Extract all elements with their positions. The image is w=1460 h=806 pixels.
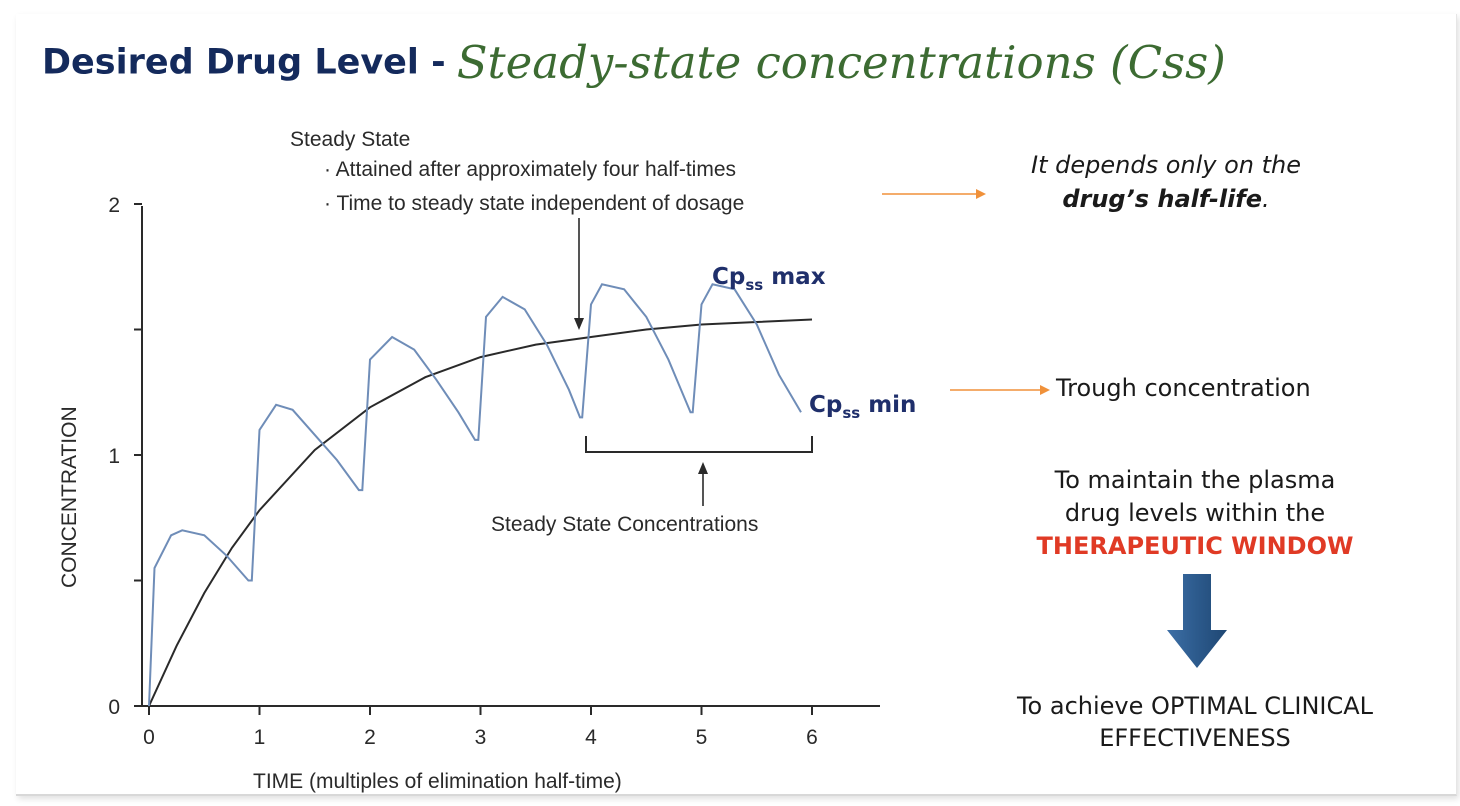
slide-title: Desired Drug Level - Steady-state concen… — [42, 36, 1226, 89]
x-tick-label: 4 — [585, 726, 597, 749]
y-tick-label: 0 — [108, 696, 120, 719]
half-life-line-2: drug’s half-life. — [976, 182, 1356, 216]
half-life-arrow — [882, 189, 986, 199]
half-life-period: . — [1262, 185, 1270, 213]
x-tick-label: 5 — [696, 726, 708, 749]
y-axis-label: CONCENTRATION — [58, 406, 81, 588]
cpss-min-label: Cpss min — [809, 392, 916, 422]
x-tick-label: 1 — [254, 726, 266, 749]
maintain-line-2: drug levels within the — [1064, 499, 1326, 527]
title-script: Steady-state concentrations (Css) — [456, 36, 1226, 89]
steady-state-heading: Steady State — [290, 128, 410, 151]
y-tick-label: 2 — [108, 194, 120, 217]
bracket-label: Steady State Concentrations — [491, 513, 758, 536]
x-tick-label: 3 — [475, 726, 487, 749]
x-tick-label: 2 — [364, 726, 376, 749]
x-axis-label: TIME (multiples of elimination half-time… — [253, 770, 622, 793]
slide: Desired Drug Level - Steady-state concen… — [16, 14, 1457, 796]
dosing-concentration-curve — [148, 283, 802, 707]
steady-state-pointer-head — [574, 318, 584, 330]
x-tick-label: 6 — [806, 726, 818, 749]
maintain-note: To maintain the plasma drug levels withi… — [990, 464, 1400, 563]
down-arrow-icon — [1167, 574, 1227, 668]
title-bold: Desired Drug Level - — [42, 42, 446, 83]
y-tick-label: 1 — [108, 445, 120, 468]
half-life-note: It depends only on the drug’s half-life. — [976, 148, 1356, 216]
average-concentration-curve — [148, 318, 813, 707]
axis-ticks: 0 1 2 3 4 5 6 0 1 2 — [108, 194, 818, 749]
half-life-bold: drug’s half-life — [1062, 185, 1263, 213]
trough-arrow — [950, 385, 1050, 395]
steady-state-bullet-2: · Time to steady state independent of do… — [324, 192, 744, 215]
trough-label: Trough concentration — [1056, 374, 1311, 402]
maintain-line-1: To maintain the plasma — [1054, 466, 1336, 494]
optimal-note: To achieve OPTIMAL CLINICAL EFFECTIVENES… — [970, 690, 1420, 754]
steady-state-bracket — [585, 436, 813, 453]
steady-state-bullet-1: · Attained after approximately four half… — [324, 158, 736, 181]
therapeutic-window-label: THERAPEUTIC WINDOW — [1036, 532, 1354, 560]
steady-state-chart: 0 1 2 3 4 5 6 0 1 2 TIME (multiples of eliminatio… — [58, 128, 916, 793]
bracket-pointer-head — [698, 462, 708, 474]
half-life-line-1: It depends only on the — [1031, 151, 1301, 179]
optimal-line-1: To achieve OPTIMAL CLINICAL — [1016, 692, 1374, 720]
cpss-max-label: Cpss max — [712, 264, 826, 294]
x-tick-label: 0 — [143, 726, 155, 749]
optimal-line-2: EFFECTIVENESS — [1099, 724, 1291, 752]
